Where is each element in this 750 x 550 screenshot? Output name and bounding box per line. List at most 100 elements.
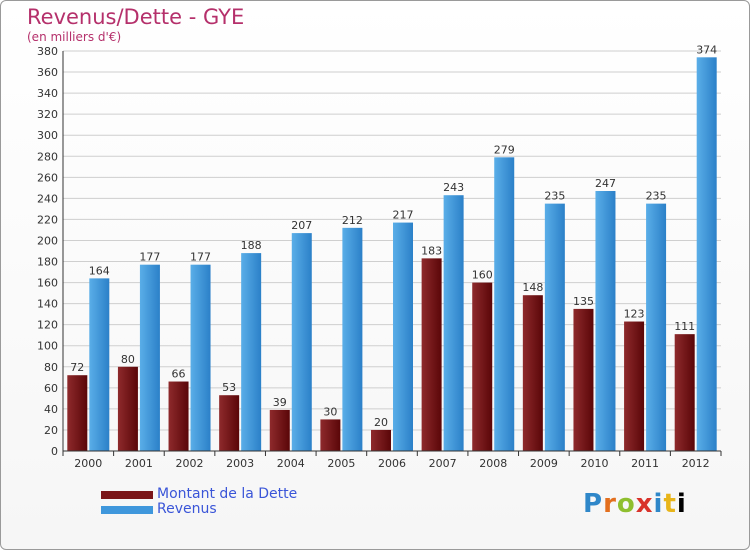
logo-letter: r	[603, 489, 617, 519]
y-tick-label: 360	[37, 66, 58, 79]
y-tick-label: 380	[37, 45, 58, 58]
y-tick-label: 260	[37, 171, 58, 184]
logo-letter: o	[616, 489, 636, 519]
y-tick-label: 40	[44, 403, 58, 416]
x-tick-label: 2012	[682, 457, 710, 470]
grid-lines	[63, 50, 721, 452]
bar-dette	[117, 366, 138, 451]
logo-letter: t	[663, 489, 677, 519]
x-tick-label: 2000	[74, 457, 102, 470]
logo-letter: i	[676, 489, 687, 519]
data-label-revenus: 177	[190, 251, 211, 264]
bar-dette	[522, 295, 543, 451]
y-tick-label: 80	[44, 361, 58, 374]
data-label-revenus: 188	[241, 239, 262, 252]
data-label-revenus: 247	[595, 177, 616, 190]
legend-swatch-dette	[101, 491, 153, 499]
bar-revenus	[139, 264, 160, 451]
bar-revenus	[443, 195, 464, 451]
x-tick-label: 2008	[479, 457, 507, 470]
bar-revenus	[494, 157, 515, 451]
legend-label-revenus: Revenus	[157, 501, 217, 517]
logo-letter: x	[635, 489, 654, 519]
data-label-revenus: 243	[443, 181, 464, 194]
bar-revenus	[646, 203, 667, 451]
bar-dette	[421, 258, 442, 451]
y-tick-label: 300	[37, 129, 58, 142]
bar-dette	[472, 282, 493, 451]
chart-title: Revenus/Dette - GYE	[27, 5, 245, 29]
y-tick-label: 20	[44, 424, 58, 437]
bar-revenus	[342, 227, 363, 451]
data-label-dette: 20	[374, 416, 388, 429]
proxiti-logo: Proxiti	[583, 489, 687, 519]
bar-dette	[573, 308, 594, 451]
data-label-dette: 39	[273, 396, 287, 409]
y-tick-label: 280	[37, 150, 58, 163]
bar-dette	[624, 321, 645, 451]
data-label-dette: 111	[674, 320, 695, 333]
legend-label-dette: Montant de la Dette	[157, 486, 298, 502]
bar-dette	[219, 395, 240, 451]
data-label-revenus: 235	[646, 190, 667, 203]
y-tick-label: 320	[37, 108, 58, 121]
chart-subtitle: (en milliers d'€)	[27, 30, 122, 44]
y-tick-label: 100	[37, 340, 58, 353]
x-tick-label: 2001	[125, 457, 153, 470]
y-tick-label: 120	[37, 319, 58, 332]
bar-dette	[674, 334, 695, 451]
bar-revenus	[190, 264, 211, 451]
logo-letter: i	[653, 489, 664, 519]
bar-revenus	[393, 222, 413, 451]
x-tick-label: 2007	[429, 457, 457, 470]
data-label-dette: 183	[421, 244, 442, 257]
bar-dette	[371, 429, 391, 451]
bars: 72 164 80 177 66 177 53 188 39 207 30 212 20 217 183 24…	[67, 43, 717, 451]
y-tick-label: 160	[37, 277, 58, 290]
y-tick-label: 200	[37, 234, 58, 247]
x-tick-label: 2005	[327, 457, 355, 470]
data-label-revenus: 217	[393, 209, 414, 222]
y-tick-label: 140	[37, 298, 58, 311]
data-label-revenus: 207	[291, 219, 312, 232]
data-label-revenus: 212	[342, 214, 363, 227]
bar-dette	[269, 409, 290, 451]
x-tick-label: 2003	[226, 457, 254, 470]
bar-revenus	[291, 233, 312, 451]
data-label-revenus: 235	[544, 190, 565, 203]
x-tick-label: 2002	[176, 457, 204, 470]
data-label-dette: 53	[222, 381, 236, 394]
x-tick-label: 2011	[631, 457, 659, 470]
legend-swatch-revenus	[101, 506, 153, 514]
x-tick-label: 2010	[580, 457, 608, 470]
y-tick-label: 180	[37, 256, 58, 269]
x-tick-label: 2004	[277, 457, 305, 470]
y-axis: 0 20 40 60 80 100 120 140 160 180 200 220 240 260 280 3…	[37, 45, 64, 458]
bar-revenus	[241, 253, 262, 451]
x-tick-label: 2009	[530, 457, 558, 470]
data-label-revenus: 279	[494, 143, 515, 156]
y-tick-label: 240	[37, 192, 58, 205]
bar-revenus	[544, 203, 565, 451]
data-label-dette: 135	[573, 295, 594, 308]
bar-revenus	[89, 278, 110, 451]
bar-revenus	[595, 191, 616, 451]
data-label-revenus: 374	[696, 43, 717, 56]
data-label-dette: 72	[70, 361, 84, 374]
x-tick-label: 2006	[378, 457, 406, 470]
bar-dette	[168, 381, 189, 451]
y-tick-label: 220	[37, 213, 58, 226]
bar-revenus	[696, 57, 717, 451]
data-label-dette: 148	[522, 281, 543, 294]
bar-dette	[320, 419, 341, 451]
data-label-revenus: 164	[89, 264, 110, 277]
data-label-revenus: 177	[139, 251, 160, 264]
y-tick-label: 340	[37, 87, 58, 100]
bar-dette	[67, 375, 88, 451]
data-label-dette: 66	[172, 368, 186, 381]
logo-letter: P	[583, 489, 604, 519]
data-label-dette: 80	[121, 353, 135, 366]
y-tick-label: 0	[51, 445, 58, 458]
